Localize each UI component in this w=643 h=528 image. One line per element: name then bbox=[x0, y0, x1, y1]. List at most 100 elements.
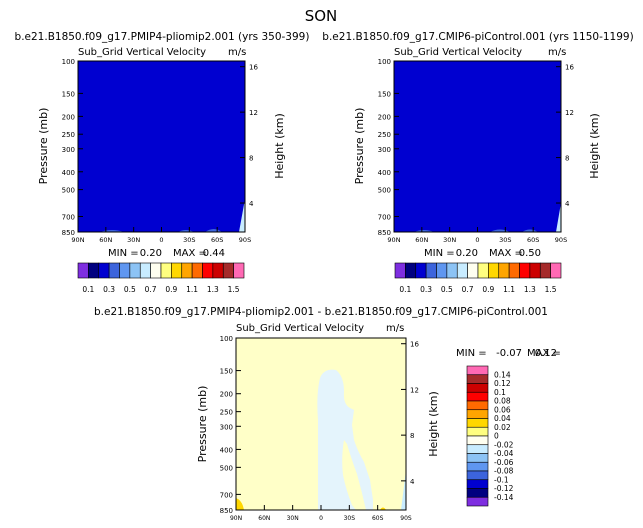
pressure-tick-label: 150 bbox=[378, 90, 391, 98]
panel-2-title: b.e21.B1850.f09_g17.CMIP6-piControl.001 … bbox=[322, 31, 633, 43]
pressure-tick-label: 250 bbox=[62, 131, 75, 139]
panel-1-height-axis: 16 12 8 4 bbox=[240, 64, 258, 208]
colorbar-box bbox=[436, 262, 448, 279]
pressure-tick-label: 400 bbox=[378, 169, 391, 177]
colorbar-label: 0.04 bbox=[494, 414, 511, 423]
height-tick-label: 4 bbox=[249, 200, 254, 208]
panel-2-feature bbox=[414, 229, 538, 232]
colorbar-label: 1.5 bbox=[228, 285, 240, 294]
panel-2-pressure-label: Pressure (mb) bbox=[353, 108, 366, 185]
lat-tick-label: 90N bbox=[71, 236, 84, 244]
colorbar-box bbox=[508, 262, 520, 279]
panel-3-title: b.e21.B1850.f09_g17.PMIP4-pliomip2.001 -… bbox=[94, 306, 548, 318]
panel-2-height-label: Height (km) bbox=[588, 113, 601, 179]
colorbar-box bbox=[466, 444, 489, 454]
lat-tick-label: 30N bbox=[443, 236, 456, 244]
colorbar-box bbox=[415, 262, 427, 279]
colorbar-box bbox=[466, 409, 489, 419]
lat-tick-label: 60S bbox=[372, 515, 384, 522]
pressure-tick-label: 300 bbox=[220, 423, 233, 431]
colorbar-label: -0.1 bbox=[494, 475, 509, 484]
colorbar-box bbox=[160, 262, 172, 279]
panel-1-max-label: MAX = bbox=[173, 248, 207, 259]
colorbar-box bbox=[477, 262, 489, 279]
colorbar-box bbox=[466, 488, 489, 498]
panel-2-field bbox=[394, 61, 561, 232]
lat-tick-label: 30S bbox=[344, 515, 356, 522]
colorbar-box bbox=[222, 262, 234, 279]
colorbar-label: -0.02 bbox=[494, 440, 514, 449]
colorbar-box bbox=[171, 262, 183, 279]
colorbar-box bbox=[550, 262, 562, 279]
colorbar-box bbox=[88, 262, 100, 279]
panel-3-negative-region bbox=[317, 369, 373, 510]
pressure-tick-label: 200 bbox=[378, 113, 391, 121]
panel-2: b.e21.B1850.f09_g17.CMIP6-piControl.001 … bbox=[322, 31, 633, 294]
colorbar-label: 1.1 bbox=[503, 285, 515, 294]
colorbar-box bbox=[466, 418, 489, 428]
colorbar-label: -0.12 bbox=[494, 484, 514, 493]
lat-tick-label: 90S bbox=[239, 236, 251, 244]
colorbar-box bbox=[233, 262, 245, 279]
pressure-tick-label: 300 bbox=[62, 146, 75, 154]
lat-tick-label: 90S bbox=[400, 515, 412, 522]
panel-3-edge-feature bbox=[401, 470, 406, 510]
panel-3-height-axis: 16 12 8 4 bbox=[401, 341, 419, 486]
colorbar-label: 0.12 bbox=[494, 379, 511, 388]
colorbar-box bbox=[129, 262, 141, 279]
panel-2-variable: Sub_Grid Vertical Velocity bbox=[394, 47, 522, 58]
panel-3-units: m/s bbox=[386, 323, 404, 334]
panel-3-variable: Sub_Grid Vertical Velocity bbox=[236, 323, 364, 334]
panel-1-feature bbox=[100, 229, 222, 232]
colorbar-box bbox=[456, 262, 468, 279]
height-tick-label: 16 bbox=[565, 64, 574, 72]
colorbar-box bbox=[466, 479, 489, 489]
colorbar-label: 0.5 bbox=[441, 285, 453, 294]
pressure-tick-label: 850 bbox=[220, 507, 233, 515]
colorbar-label: -0.14 bbox=[494, 493, 514, 502]
height-tick-label: 16 bbox=[410, 341, 419, 349]
colorbar-box bbox=[498, 262, 510, 279]
panel-1-max-value: 0.44 bbox=[203, 248, 225, 259]
pressure-tick-label: 200 bbox=[62, 113, 75, 121]
colorbar-label: 0.1 bbox=[494, 388, 506, 397]
panel-1: b.e21.B1850.f09_g17.PMIP4-pliomip2.001 (… bbox=[15, 31, 310, 294]
colorbar-label: 0.3 bbox=[103, 285, 115, 294]
panel-2-edge-feature bbox=[556, 203, 561, 232]
colorbar-label: 0.08 bbox=[494, 397, 511, 406]
panel-3-pressure-label: Pressure (mb) bbox=[196, 386, 209, 463]
pressure-tick-label: 850 bbox=[62, 229, 75, 237]
panel-2-lat-axis: 90N 60N 30N 0 30S 60S 90S bbox=[387, 227, 567, 244]
colorbar-box bbox=[405, 262, 417, 279]
colorbar-label: -0.06 bbox=[494, 458, 514, 467]
panel-1-pressure-axis: 100 150 200 250 300 400 500 700 850 bbox=[62, 58, 83, 237]
colorbar-label: 0.02 bbox=[494, 423, 511, 432]
colorbar-box bbox=[394, 262, 406, 279]
panel-1-edge-feature bbox=[239, 199, 245, 232]
pressure-tick-label: 700 bbox=[62, 213, 75, 221]
panel-3-max-label: MAX = bbox=[527, 348, 561, 359]
panel-2-max-value: 0.50 bbox=[519, 248, 541, 259]
height-tick-label: 12 bbox=[410, 386, 419, 394]
pressure-tick-label: 500 bbox=[220, 464, 233, 472]
colorbar-label: 0.1 bbox=[399, 285, 411, 294]
colorbar-box bbox=[466, 365, 489, 376]
lat-tick-label: 60N bbox=[258, 515, 270, 522]
panel-3-lat-axis: 90N 60N 30N 0 30S 60S 90S bbox=[230, 505, 412, 522]
panel-2-height-axis: 16 12 8 4 bbox=[556, 64, 574, 208]
colorbar-label: -0.08 bbox=[494, 467, 514, 476]
pressure-tick-label: 700 bbox=[378, 213, 391, 221]
colorbar-box bbox=[119, 262, 131, 279]
panel-2-min-label: MIN = bbox=[424, 248, 455, 259]
panel-1-pressure-label: Pressure (mb) bbox=[37, 108, 50, 185]
figure-title: SON bbox=[305, 7, 338, 25]
height-tick-label: 4 bbox=[410, 478, 415, 486]
panel-1-height-label: Height (km) bbox=[273, 113, 286, 179]
colorbar-box bbox=[77, 262, 89, 279]
pressure-tick-label: 400 bbox=[220, 446, 233, 454]
colorbar-label: 1.3 bbox=[524, 285, 536, 294]
colorbar-box bbox=[446, 262, 458, 279]
colorbar-box bbox=[466, 470, 489, 481]
colorbar-label: 1.5 bbox=[545, 285, 557, 294]
